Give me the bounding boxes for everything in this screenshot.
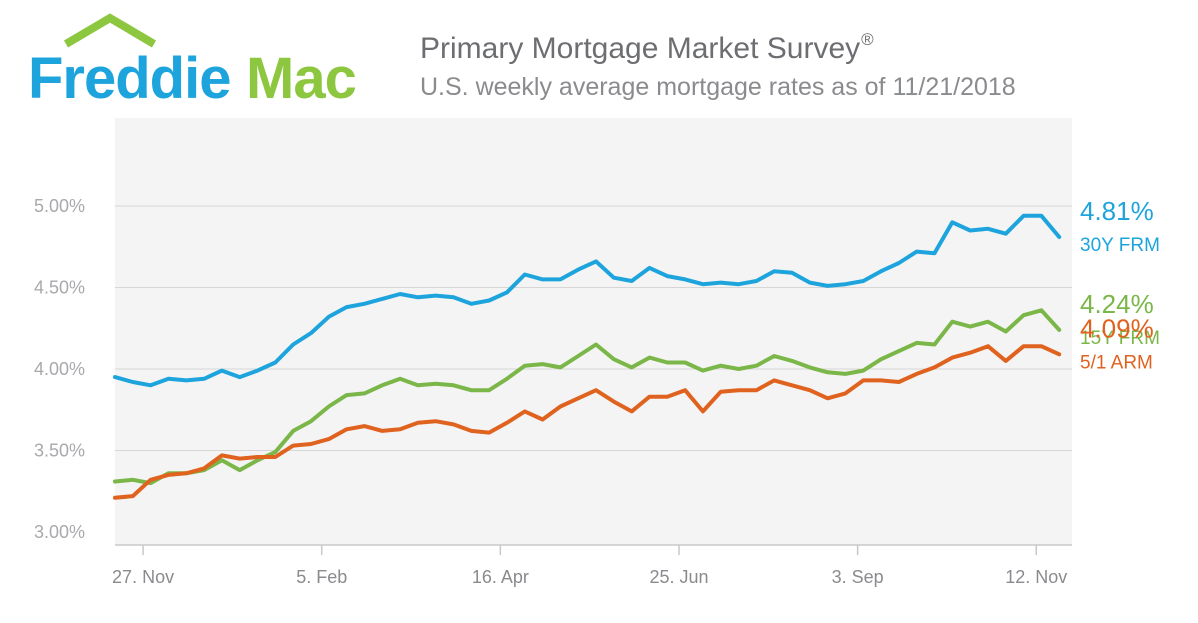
chart-subtitle: U.S. weekly average mortgage rates as of… bbox=[420, 73, 1016, 101]
y-tick-label: 4.00% bbox=[34, 359, 85, 379]
y-tick-label: 3.00% bbox=[34, 522, 85, 542]
series-end-value: 4.09% bbox=[1080, 313, 1154, 343]
x-tick-label: 27. Nov bbox=[112, 567, 174, 587]
chart-title-text: Primary Mortgage Market Survey bbox=[420, 32, 861, 65]
y-axis-ticks: 3.00% 3.50% 4.00% 4.50% 5.00% bbox=[34, 196, 85, 542]
series-51-arm-line bbox=[113, 344, 1062, 500]
registered-mark: ® bbox=[861, 30, 874, 49]
series-end-value: 4.81% bbox=[1080, 196, 1154, 226]
x-tick-label: 5. Feb bbox=[296, 567, 347, 587]
x-tick-label: 25. Jun bbox=[649, 567, 708, 587]
y-tick-label: 5.00% bbox=[34, 196, 85, 216]
series-end-value: 4.24% bbox=[1080, 289, 1154, 319]
series-30y-frm-line bbox=[113, 213, 1062, 388]
series-end-name: 15Y FRM bbox=[1080, 328, 1160, 349]
series-end-name: 30Y FRM bbox=[1080, 235, 1160, 256]
logo-roof-icon bbox=[63, 13, 157, 48]
y-tick-label: 3.50% bbox=[34, 441, 85, 461]
x-tick-label: 16. Apr bbox=[472, 567, 529, 587]
series-end-name: 5/1 ARM bbox=[1080, 352, 1153, 373]
series-15y-frm-line bbox=[113, 308, 1062, 486]
logo-text-mac: Mac bbox=[246, 46, 356, 110]
x-axis: 27. Nov 5. Feb 16. Apr 25. Jun 3. Sep 12. Nov bbox=[112, 544, 1072, 587]
x-tick-label: 12. Nov bbox=[1005, 567, 1067, 587]
chart-title: Primary Mortgage Market Survey® bbox=[420, 30, 874, 66]
series-lines bbox=[113, 213, 1062, 500]
plot-background bbox=[115, 118, 1072, 545]
x-tick-label: 3. Sep bbox=[832, 567, 884, 587]
y-tick-label: 4.50% bbox=[34, 278, 85, 298]
freddie-mac-logo: Freddie Mac bbox=[28, 13, 357, 110]
logo-text-freddie: Freddie bbox=[28, 46, 231, 110]
